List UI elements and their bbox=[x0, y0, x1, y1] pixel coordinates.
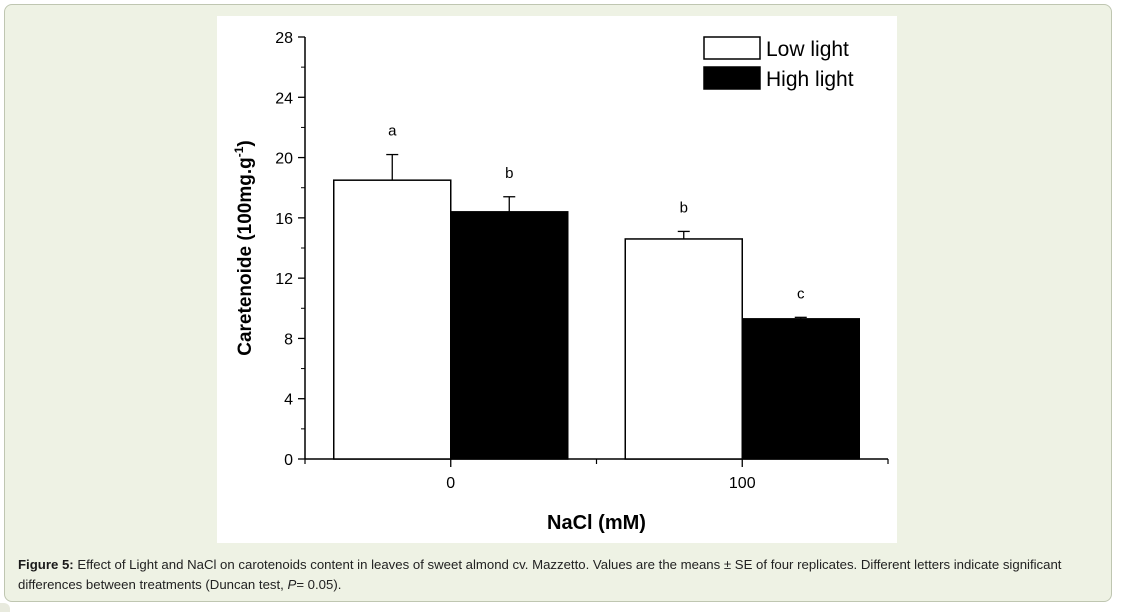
y-tick-label: 4 bbox=[284, 392, 293, 409]
x-tick-label: 0 bbox=[446, 475, 455, 492]
bar bbox=[450, 211, 569, 460]
y-tick-label: 28 bbox=[275, 30, 293, 47]
bar bbox=[741, 318, 860, 460]
legend-label: High light bbox=[766, 68, 854, 91]
x-tick-label: 100 bbox=[729, 475, 756, 492]
significance-letter: c bbox=[797, 285, 805, 302]
significance-letter: a bbox=[388, 123, 397, 140]
y-tick-label: 20 bbox=[275, 151, 293, 168]
legend-label: Low light bbox=[766, 38, 849, 61]
figure-caption: Figure 5: Effect of Light and NaCl on ca… bbox=[18, 555, 1108, 595]
legend-swatch bbox=[703, 36, 761, 60]
y-tick-label: 12 bbox=[275, 271, 293, 288]
caption-text-end: = 0.05). bbox=[296, 577, 342, 592]
y-axis-label: Caretenoide (100mg.g-1) bbox=[232, 140, 256, 356]
bar-chart: 0 4 8 12 16 20 24 28 0 100 a b b c Caretenoide (100mg.… bbox=[232, 30, 889, 534]
caption-label: Figure 5: bbox=[18, 557, 74, 572]
bar bbox=[333, 179, 452, 460]
significance-letter: b bbox=[505, 165, 513, 182]
legend-swatch bbox=[703, 66, 761, 90]
y-tick-label: 0 bbox=[284, 452, 293, 469]
y-tick-label: 16 bbox=[275, 211, 293, 228]
x-axis-label: NaCl (mM) bbox=[547, 512, 646, 534]
y-tick-label: 8 bbox=[284, 331, 293, 348]
caption-text: Effect of Light and NaCl on carotenoids … bbox=[18, 557, 1062, 592]
caption-italic-p: P bbox=[287, 577, 297, 592]
y-tick-label: 24 bbox=[275, 90, 293, 107]
bar bbox=[624, 238, 743, 460]
page-corner bbox=[0, 603, 10, 612]
chart-panel: 0 4 8 12 16 20 24 28 0 100 a b b c Caretenoide (100mg.… bbox=[217, 16, 897, 543]
significance-letter: b bbox=[680, 199, 688, 216]
